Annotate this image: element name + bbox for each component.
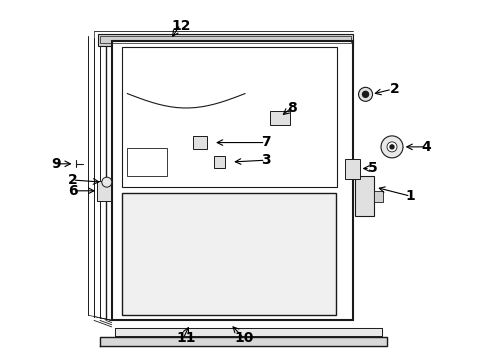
Bar [112, 41, 353, 320]
Polygon shape [115, 328, 382, 336]
Bar [193, 136, 207, 149]
Text: 2: 2 [390, 82, 399, 96]
Circle shape [381, 136, 403, 158]
Polygon shape [100, 337, 387, 346]
Text: 9: 9 [51, 157, 61, 171]
Text: 10: 10 [234, 332, 254, 345]
Text: 7: 7 [261, 135, 270, 149]
Text: 5: 5 [368, 162, 377, 175]
Text: 3: 3 [261, 153, 270, 167]
Text: 4: 4 [421, 140, 431, 154]
Bar [374, 191, 383, 202]
Bar [100, 36, 351, 43]
Circle shape [387, 142, 397, 152]
Bar [345, 159, 360, 179]
Text: 12: 12 [172, 19, 191, 33]
Circle shape [102, 177, 112, 187]
Bar [214, 156, 225, 168]
Bar [270, 111, 290, 125]
Bar [122, 193, 336, 315]
Circle shape [363, 91, 368, 97]
Bar [127, 148, 167, 176]
Text: 8: 8 [287, 101, 297, 115]
Bar [97, 181, 111, 201]
Bar [355, 176, 374, 216]
Bar [122, 47, 337, 187]
Text: 11: 11 [176, 332, 196, 345]
Text: 1: 1 [406, 189, 416, 203]
Bar [98, 34, 353, 46]
Text: 6: 6 [68, 184, 77, 198]
Circle shape [390, 145, 394, 149]
Text: 2: 2 [68, 173, 77, 187]
Circle shape [359, 87, 372, 101]
